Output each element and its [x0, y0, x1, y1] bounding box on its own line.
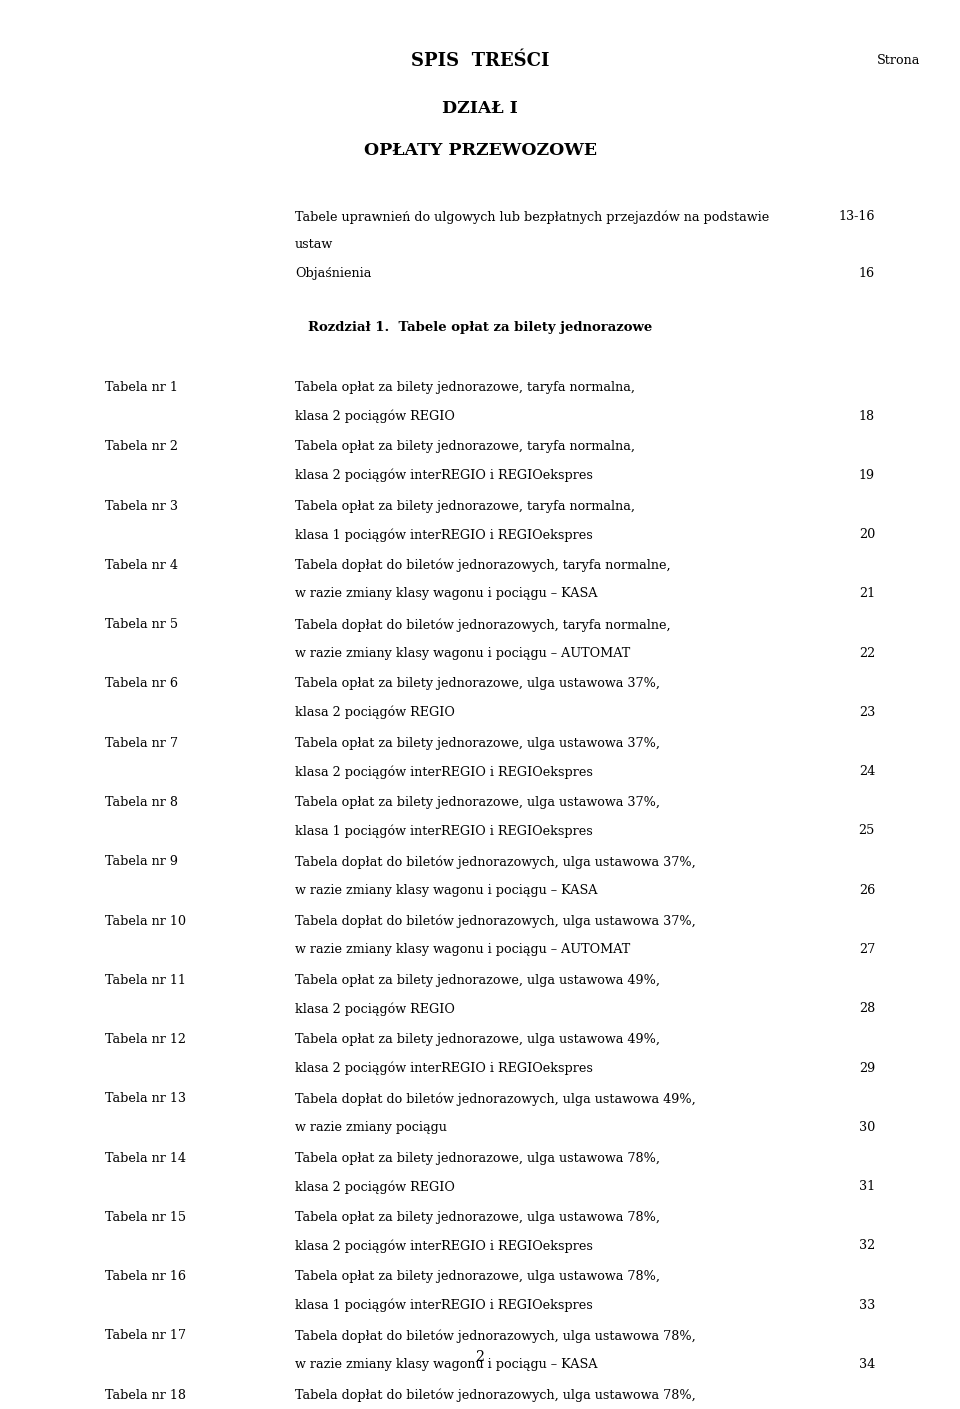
Text: 27: 27 — [859, 943, 875, 957]
Text: 21: 21 — [859, 588, 875, 600]
Text: w razie zmiany pociągu: w razie zmiany pociągu — [295, 1122, 446, 1134]
Text: Tabela nr 17: Tabela nr 17 — [105, 1330, 186, 1343]
Text: klasa 1 pociągów interREGIO i REGIOekspres: klasa 1 pociągów interREGIO i REGIOekspr… — [295, 528, 592, 541]
Text: klasa 1 pociągów interREGIO i REGIOekspres: klasa 1 pociągów interREGIO i REGIOekspr… — [295, 824, 592, 838]
Text: Tabela nr 1: Tabela nr 1 — [105, 380, 178, 395]
Text: 26: 26 — [859, 883, 875, 896]
Text: Tabela nr 6: Tabela nr 6 — [105, 678, 178, 690]
Text: 19: 19 — [859, 469, 875, 482]
Text: Tabela dopłat do biletów jednorazowych, ulga ustawowa 49%,: Tabela dopłat do biletów jednorazowych, … — [295, 1092, 696, 1106]
Text: Tabela opłat za bilety jednorazowe, ulga ustawowa 78%,: Tabela opłat za bilety jednorazowe, ulga… — [295, 1210, 660, 1224]
Text: Tabela nr 14: Tabela nr 14 — [105, 1151, 186, 1165]
Text: 31: 31 — [859, 1181, 875, 1193]
Text: Tabela opłat za bilety jednorazowe, taryfa normalna,: Tabela opłat za bilety jednorazowe, tary… — [295, 500, 635, 513]
Text: SPIS  TREŚCI: SPIS TREŚCI — [411, 52, 549, 70]
Text: ustaw: ustaw — [295, 238, 333, 251]
Text: w razie zmiany klasy wagonu i pociągu – AUTOMAT: w razie zmiany klasy wagonu i pociągu – … — [295, 647, 631, 659]
Text: klasa 2 pociągów REGIO: klasa 2 pociągów REGIO — [295, 706, 455, 720]
Text: Tabela nr 12: Tabela nr 12 — [105, 1033, 186, 1045]
Text: klasa 2 pociągów interREGIO i REGIOekspres: klasa 2 pociągów interREGIO i REGIOekspr… — [295, 1061, 593, 1075]
Text: w razie zmiany klasy wagonu i pociągu – KASA: w razie zmiany klasy wagonu i pociągu – … — [295, 1358, 597, 1371]
Text: 20: 20 — [859, 528, 875, 541]
Text: 25: 25 — [858, 824, 875, 837]
Text: DZIAŁ I: DZIAŁ I — [443, 100, 517, 117]
Text: Tabela nr 4: Tabela nr 4 — [105, 559, 178, 572]
Text: Tabela nr 15: Tabela nr 15 — [105, 1210, 186, 1224]
Text: klasa 2 pociągów REGIO: klasa 2 pociągów REGIO — [295, 1181, 455, 1193]
Text: Tabela opłat za bilety jednorazowe, ulga ustawowa 37%,: Tabela opłat za bilety jednorazowe, ulga… — [295, 678, 660, 690]
Text: Tabela nr 11: Tabela nr 11 — [105, 974, 186, 986]
Text: Tabela nr 3: Tabela nr 3 — [105, 500, 178, 513]
Text: Tabela dopłat do biletów jednorazowych, ulga ustawowa 78%,: Tabela dopłat do biletów jednorazowych, … — [295, 1389, 696, 1402]
Text: Tabela dopłat do biletów jednorazowych, ulga ustawowa 78%,: Tabela dopłat do biletów jednorazowych, … — [295, 1330, 696, 1343]
Text: 28: 28 — [859, 1002, 875, 1016]
Text: Tabela opłat za bilety jednorazowe, taryfa normalna,: Tabela opłat za bilety jednorazowe, tary… — [295, 440, 635, 454]
Text: 29: 29 — [859, 1061, 875, 1075]
Text: Tabela nr 18: Tabela nr 18 — [105, 1389, 186, 1402]
Text: 16: 16 — [859, 266, 875, 280]
Text: Tabela opłat za bilety jednorazowe, ulga ustawowa 37%,: Tabela opłat za bilety jednorazowe, ulga… — [295, 737, 660, 750]
Text: Tabela nr 8: Tabela nr 8 — [105, 796, 178, 809]
Text: 32: 32 — [859, 1240, 875, 1253]
Text: Tabela nr 16: Tabela nr 16 — [105, 1270, 186, 1284]
Text: Tabela nr 2: Tabela nr 2 — [105, 440, 178, 454]
Text: Tabela opłat za bilety jednorazowe, ulga ustawowa 49%,: Tabela opłat za bilety jednorazowe, ulga… — [295, 1033, 660, 1045]
Text: Tabela nr 7: Tabela nr 7 — [105, 737, 178, 750]
Text: 23: 23 — [859, 706, 875, 719]
Text: OPŁATY PRZEWOZOWE: OPŁATY PRZEWOZOWE — [364, 142, 596, 159]
Text: 13-16: 13-16 — [838, 210, 875, 223]
Text: Tabela opłat za bilety jednorazowe, taryfa normalna,: Tabela opłat za bilety jednorazowe, tary… — [295, 380, 635, 395]
Text: w razie zmiany klasy wagonu i pociągu – KASA: w razie zmiany klasy wagonu i pociągu – … — [295, 883, 597, 896]
Text: 2: 2 — [475, 1350, 485, 1364]
Text: Tabela nr 13: Tabela nr 13 — [105, 1092, 186, 1105]
Text: Tabela nr 9: Tabela nr 9 — [105, 855, 178, 868]
Text: Tabela nr 5: Tabela nr 5 — [105, 619, 179, 631]
Text: Tabela opłat za bilety jednorazowe, ulga ustawowa 49%,: Tabela opłat za bilety jednorazowe, ulga… — [295, 974, 660, 986]
Text: klasa 2 pociągów REGIO: klasa 2 pociągów REGIO — [295, 1002, 455, 1016]
Text: klasa 2 pociągów interREGIO i REGIOekspres: klasa 2 pociągów interREGIO i REGIOekspr… — [295, 1240, 593, 1253]
Text: Objaśnienia: Objaśnienia — [295, 266, 372, 280]
Text: Tabela dopłat do biletów jednorazowych, taryfa normalne,: Tabela dopłat do biletów jednorazowych, … — [295, 559, 671, 572]
Text: w razie zmiany klasy wagonu i pociągu – AUTOMAT: w razie zmiany klasy wagonu i pociągu – … — [295, 943, 631, 957]
Text: Tabela opłat za bilety jednorazowe, ulga ustawowa 78%,: Tabela opłat za bilety jednorazowe, ulga… — [295, 1270, 660, 1284]
Text: klasa 2 pociągów interREGIO i REGIOekspres: klasa 2 pociągów interREGIO i REGIOekspr… — [295, 765, 593, 779]
Text: 24: 24 — [859, 765, 875, 778]
Text: 18: 18 — [859, 410, 875, 423]
Text: klasa 2 pociągów interREGIO i REGIOekspres: klasa 2 pociągów interREGIO i REGIOekspr… — [295, 469, 593, 482]
Text: Strona: Strona — [876, 54, 920, 68]
Text: Tabela dopłat do biletów jednorazowych, ulga ustawowa 37%,: Tabela dopłat do biletów jednorazowych, … — [295, 914, 696, 929]
Text: 22: 22 — [859, 647, 875, 659]
Text: klasa 1 pociągów interREGIO i REGIOekspres: klasa 1 pociągów interREGIO i REGIOekspr… — [295, 1299, 592, 1312]
Text: Tabele uprawnień do ulgowych lub bezpłatnych przejazdów na podstawie: Tabele uprawnień do ulgowych lub bezpłat… — [295, 210, 769, 224]
Text: 30: 30 — [859, 1122, 875, 1134]
Text: Tabela dopłat do biletów jednorazowych, taryfa normalne,: Tabela dopłat do biletów jednorazowych, … — [295, 619, 671, 631]
Text: Tabela opłat za bilety jednorazowe, ulga ustawowa 37%,: Tabela opłat za bilety jednorazowe, ulga… — [295, 796, 660, 809]
Text: 33: 33 — [859, 1299, 875, 1312]
Text: Tabela dopłat do biletów jednorazowych, ulga ustawowa 37%,: Tabela dopłat do biletów jednorazowych, … — [295, 855, 696, 869]
Text: Tabela opłat za bilety jednorazowe, ulga ustawowa 78%,: Tabela opłat za bilety jednorazowe, ulga… — [295, 1151, 660, 1165]
Text: w razie zmiany klasy wagonu i pociągu – KASA: w razie zmiany klasy wagonu i pociągu – … — [295, 588, 597, 600]
Text: Rozdział 1.  Tabele opłat za bilety jednorazowe: Rozdział 1. Tabele opłat za bilety jedno… — [308, 321, 652, 334]
Text: Tabela nr 10: Tabela nr 10 — [105, 914, 186, 927]
Text: klasa 2 pociągów REGIO: klasa 2 pociągów REGIO — [295, 410, 455, 423]
Text: 34: 34 — [859, 1358, 875, 1371]
